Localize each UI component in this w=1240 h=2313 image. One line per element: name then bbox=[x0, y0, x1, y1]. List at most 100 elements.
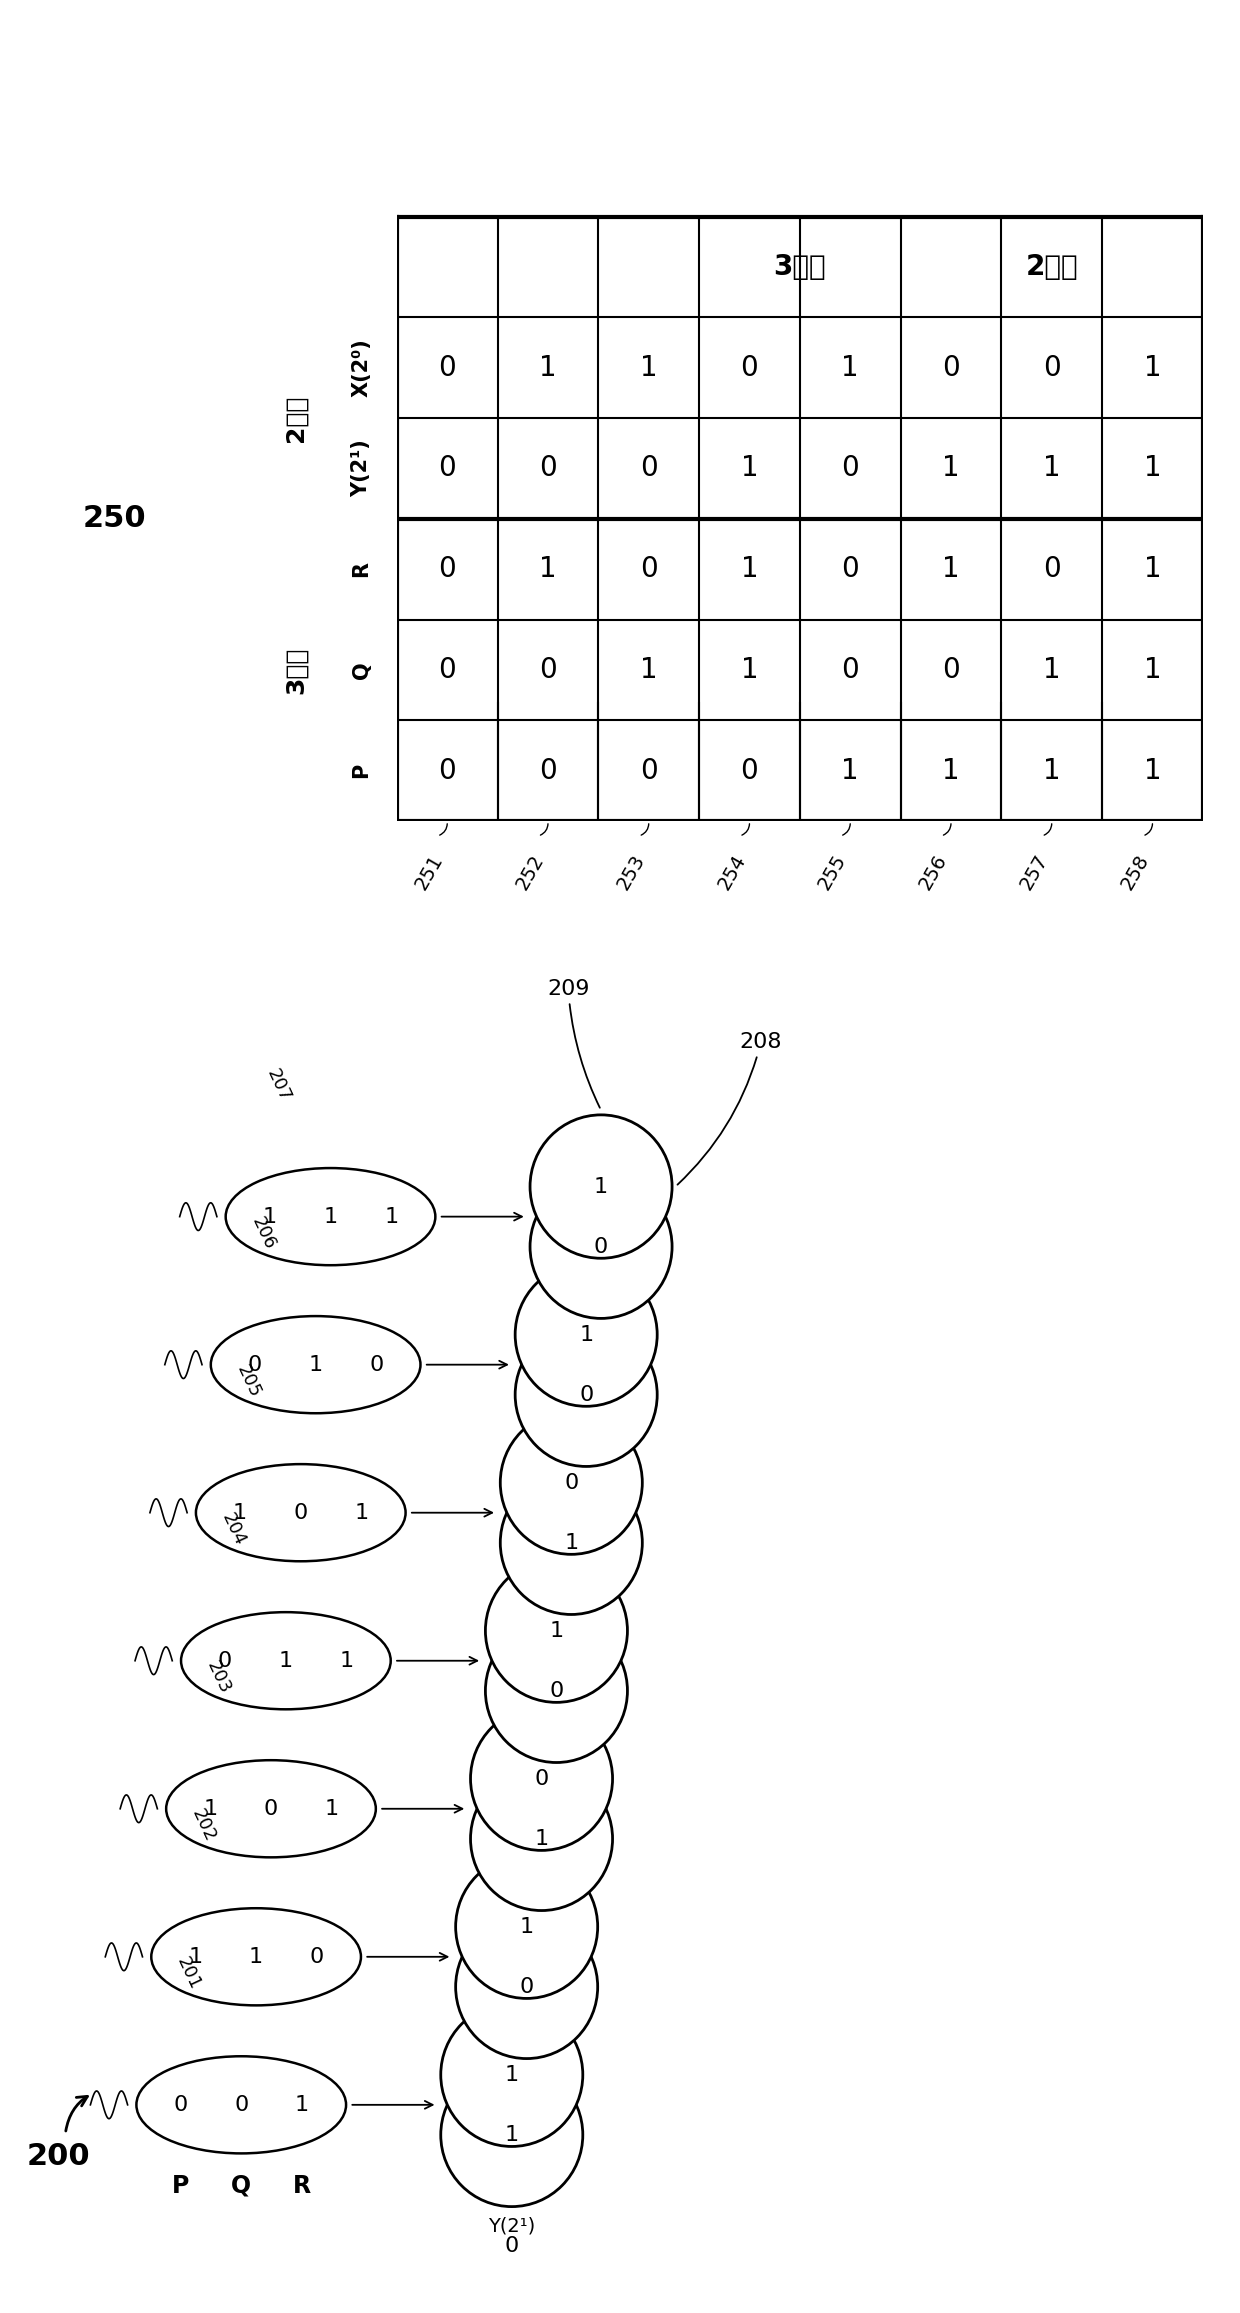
Text: 2比特: 2比特 bbox=[284, 393, 308, 442]
Text: 1: 1 bbox=[579, 1325, 593, 1344]
Text: 0: 0 bbox=[174, 2096, 187, 2114]
Text: 0: 0 bbox=[841, 453, 859, 483]
Text: 1: 1 bbox=[942, 756, 960, 784]
Text: 1: 1 bbox=[324, 1207, 337, 1226]
Ellipse shape bbox=[470, 1767, 613, 1911]
Text: 1: 1 bbox=[740, 453, 758, 483]
Text: 0: 0 bbox=[234, 2096, 248, 2114]
Text: Y(2¹): Y(2¹) bbox=[489, 2216, 536, 2237]
Text: 255: 255 bbox=[815, 851, 851, 893]
Text: 207: 207 bbox=[263, 1066, 294, 1106]
Text: 0: 0 bbox=[539, 657, 557, 685]
Text: 1: 1 bbox=[842, 354, 859, 382]
Text: 0: 0 bbox=[218, 1651, 232, 1670]
Text: 1: 1 bbox=[1143, 555, 1161, 583]
Text: 1: 1 bbox=[564, 1534, 578, 1552]
Text: 1: 1 bbox=[1143, 354, 1161, 382]
Text: 0: 0 bbox=[594, 1237, 608, 1256]
Text: 1: 1 bbox=[1143, 756, 1161, 784]
Text: 0: 0 bbox=[564, 1473, 578, 1492]
Text: 0: 0 bbox=[438, 555, 456, 583]
Text: 0: 0 bbox=[841, 555, 859, 583]
Text: 1: 1 bbox=[640, 354, 657, 382]
Text: 1: 1 bbox=[505, 2126, 518, 2144]
Text: 1: 1 bbox=[1143, 657, 1161, 685]
Text: R: R bbox=[293, 2174, 311, 2197]
Text: 1: 1 bbox=[539, 354, 557, 382]
Text: 252: 252 bbox=[513, 851, 548, 893]
Ellipse shape bbox=[485, 1559, 627, 1702]
Text: 1: 1 bbox=[740, 555, 758, 583]
Ellipse shape bbox=[500, 1471, 642, 1614]
Text: Y(2¹): Y(2¹) bbox=[351, 439, 372, 497]
Text: 1: 1 bbox=[1043, 453, 1060, 483]
Text: 0: 0 bbox=[841, 657, 859, 685]
Text: 0: 0 bbox=[264, 1800, 278, 1818]
Text: 0: 0 bbox=[534, 1769, 548, 1788]
Ellipse shape bbox=[529, 1115, 672, 1258]
Text: P: P bbox=[172, 2174, 190, 2197]
Text: 0: 0 bbox=[740, 756, 759, 784]
Text: 0: 0 bbox=[294, 1503, 308, 1522]
Text: 1: 1 bbox=[295, 2096, 309, 2114]
Text: 0: 0 bbox=[640, 453, 657, 483]
Text: 258: 258 bbox=[1117, 851, 1152, 893]
Text: 205: 205 bbox=[233, 1362, 264, 1399]
Text: R: R bbox=[351, 562, 372, 578]
Text: 0: 0 bbox=[579, 1385, 593, 1404]
Text: 1: 1 bbox=[534, 1830, 548, 1848]
Text: 1: 1 bbox=[325, 1800, 339, 1818]
Ellipse shape bbox=[500, 1411, 642, 1554]
Text: 0: 0 bbox=[520, 1978, 533, 1996]
Ellipse shape bbox=[515, 1263, 657, 1406]
Text: Q: Q bbox=[351, 662, 372, 678]
Text: 0: 0 bbox=[505, 2234, 518, 2255]
Text: 1: 1 bbox=[1143, 453, 1161, 483]
Text: 1: 1 bbox=[942, 555, 960, 583]
Text: 0: 0 bbox=[549, 1682, 563, 1700]
Text: 1: 1 bbox=[740, 657, 758, 685]
Text: 203: 203 bbox=[203, 1658, 234, 1698]
Text: 1: 1 bbox=[549, 1621, 563, 1640]
Text: Q: Q bbox=[231, 2174, 252, 2197]
Text: 254: 254 bbox=[714, 851, 749, 893]
Text: 208: 208 bbox=[677, 1032, 782, 1184]
Text: 1: 1 bbox=[384, 1207, 398, 1226]
Ellipse shape bbox=[455, 1855, 598, 1998]
Text: 1: 1 bbox=[233, 1503, 247, 1522]
Text: 0: 0 bbox=[310, 1948, 324, 1966]
Text: 1: 1 bbox=[203, 1800, 217, 1818]
Text: 209: 209 bbox=[547, 978, 600, 1108]
Text: X(2⁰): X(2⁰) bbox=[487, 2158, 536, 2179]
Ellipse shape bbox=[440, 2003, 583, 2146]
Text: 3比特: 3比特 bbox=[284, 645, 308, 694]
Text: 0: 0 bbox=[539, 756, 557, 784]
Text: 200: 200 bbox=[27, 2142, 91, 2172]
Text: 0: 0 bbox=[438, 657, 456, 685]
Text: 0: 0 bbox=[248, 1355, 262, 1374]
Text: 0: 0 bbox=[539, 453, 557, 483]
Text: 1: 1 bbox=[263, 1207, 277, 1226]
Text: 1: 1 bbox=[188, 1948, 202, 1966]
Text: 1: 1 bbox=[842, 756, 859, 784]
Text: 0: 0 bbox=[438, 756, 456, 784]
Text: 1: 1 bbox=[942, 453, 960, 483]
Text: 253: 253 bbox=[614, 851, 649, 893]
Text: 250: 250 bbox=[83, 504, 146, 534]
Text: 206: 206 bbox=[248, 1214, 279, 1254]
Text: 1: 1 bbox=[520, 1917, 533, 1936]
Text: 0: 0 bbox=[1043, 555, 1060, 583]
Text: 1: 1 bbox=[505, 2066, 518, 2084]
Text: 251: 251 bbox=[412, 851, 448, 893]
Text: 1: 1 bbox=[249, 1948, 263, 1966]
Text: 0: 0 bbox=[370, 1355, 383, 1374]
Text: 1: 1 bbox=[279, 1651, 293, 1670]
Text: 0: 0 bbox=[740, 354, 759, 382]
Text: P: P bbox=[351, 763, 372, 777]
Ellipse shape bbox=[515, 1323, 657, 1466]
Text: 201: 201 bbox=[174, 1954, 205, 1991]
Text: 204: 204 bbox=[218, 1510, 249, 1550]
Text: 3比特: 3比特 bbox=[774, 252, 826, 280]
Text: 0: 0 bbox=[640, 555, 657, 583]
Ellipse shape bbox=[440, 2063, 583, 2207]
